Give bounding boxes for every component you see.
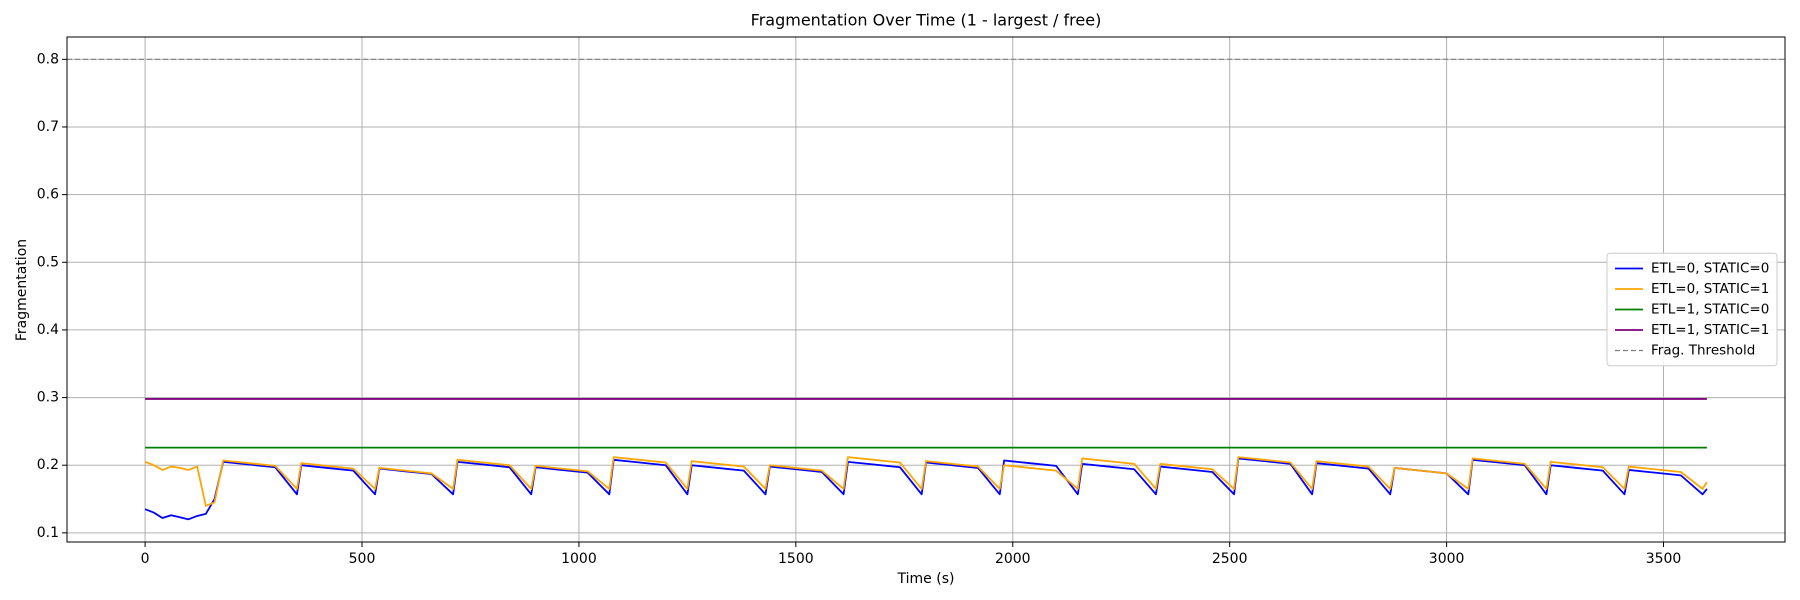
x-tick-label: 500: [349, 551, 376, 567]
x-tick-label: 0: [141, 551, 150, 567]
legend: ETL=0, STATIC=0 ETL=0, STATIC=1 ETL=1, STA…: [1606, 252, 1778, 367]
y-tick-label: 0.4: [37, 322, 59, 338]
series-line: [144, 456, 1708, 507]
y-tick-label: 0.8: [37, 51, 59, 67]
y-tick-label: 0.2: [37, 457, 59, 473]
y-tick-label: 0.1: [37, 525, 59, 541]
y-tick-label: 0.7: [37, 119, 59, 135]
y-axis-label: Fragmentation: [14, 239, 30, 341]
legend-box: [1606, 252, 1778, 367]
x-tick-label: 2500: [1212, 551, 1248, 567]
y-tick-label: 0.3: [37, 390, 59, 406]
legend-label: ETL=0, STATIC=1: [1651, 281, 1769, 297]
x-tick-label: 1000: [561, 551, 597, 567]
x-axis-label: Time (s): [897, 571, 955, 587]
x-tick-label: 3000: [1429, 551, 1465, 567]
x-tick-label: 3500: [1646, 551, 1682, 567]
legend-label: ETL=1, STATIC=1: [1651, 322, 1769, 338]
chart-title: Fragmentation Over Time (1 - largest / f…: [751, 11, 1102, 30]
legend-label: Frag. Threshold: [1651, 343, 1755, 359]
y-tick-label: 0.6: [37, 187, 59, 203]
x-tick-label: 2000: [995, 551, 1031, 567]
y-tick-label: 0.5: [37, 254, 59, 270]
legend-label: ETL=0, STATIC=0: [1651, 261, 1769, 277]
x-tick-label: 1500: [778, 551, 814, 567]
legend-label: ETL=1, STATIC=0: [1651, 302, 1769, 318]
plot-frame: [66, 36, 1786, 543]
